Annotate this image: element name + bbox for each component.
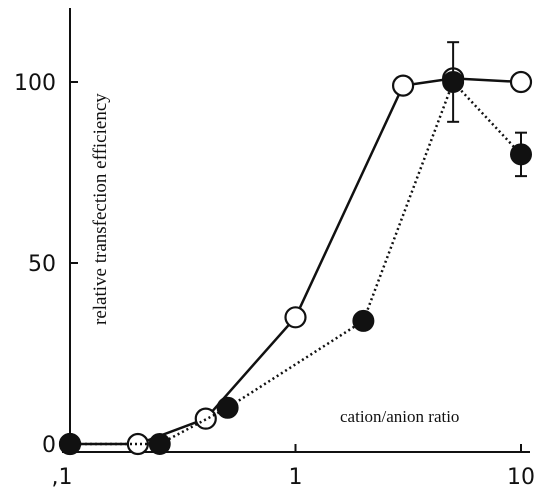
open-circle-point — [284, 306, 307, 329]
filled-circle-point — [148, 433, 171, 455]
y-tick-label: 50 — [28, 252, 56, 277]
open-circle-point — [509, 70, 533, 94]
series-filled-circles — [59, 41, 532, 455]
filled-circle-point — [510, 143, 532, 166]
open-circle-point — [126, 432, 149, 456]
series-solid-line — [70, 77, 522, 446]
x-tick-label: 10 — [507, 465, 535, 490]
open-circle-point — [194, 407, 217, 430]
series-dotted-line — [70, 79, 522, 446]
x-axis-label: cation/anion ratio — [340, 407, 459, 426]
x-tick-label: ,1 — [52, 465, 73, 490]
y-tick-label: 100 — [14, 71, 56, 96]
y-tick-label: 0 — [42, 433, 56, 458]
filled-circle-point — [442, 71, 465, 93]
open-circle-point — [391, 74, 415, 97]
y-axis-label: relative transfection efficiency — [90, 93, 111, 325]
filled-circle-point — [59, 433, 81, 455]
filled-circle-point — [216, 396, 239, 419]
series-open-circles — [58, 67, 533, 456]
filled-circle-point — [352, 309, 375, 332]
x-tick-label: 1 — [289, 465, 303, 490]
